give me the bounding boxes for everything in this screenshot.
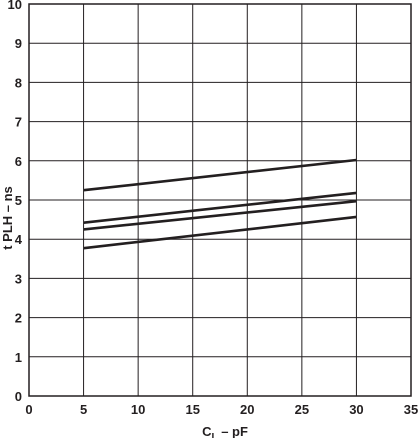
y-tick-label: 1 — [15, 350, 22, 365]
x-axis-label-rest: – pF — [218, 424, 248, 438]
x-tick-label: 5 — [80, 402, 87, 417]
x-tick-label: 25 — [295, 402, 309, 417]
series-line-4 — [83, 215, 357, 250]
x-tick-label: 10 — [131, 402, 145, 417]
x-tick-label: 30 — [349, 402, 363, 417]
y-tick-label: 8 — [15, 75, 22, 90]
y-tick-label: 5 — [15, 193, 22, 208]
y-tick-label: 9 — [15, 36, 22, 51]
series-line-2 — [83, 191, 357, 224]
x-axis-label-main: C — [202, 424, 212, 438]
plot-frame — [28, 3, 412, 397]
grid — [28, 3, 412, 397]
series-group — [83, 158, 357, 250]
x-tick-label: 15 — [185, 402, 199, 417]
y-tick-label: 7 — [15, 115, 22, 130]
x-tick-label: 35 — [404, 402, 418, 417]
y-axis-label: t PLH – ns — [0, 186, 15, 250]
x-axis-label-subscript: L — [211, 432, 217, 438]
x-tick-label: 0 — [25, 402, 32, 417]
series-line-3 — [83, 199, 357, 231]
x-axis-label: CL – pF — [202, 424, 248, 438]
y-tick-label: 0 — [15, 389, 22, 404]
y-tick-label: 2 — [15, 311, 22, 326]
y-tick-label: 3 — [15, 271, 22, 286]
series-line-1 — [83, 158, 357, 192]
y-tick-labels: 0 1 2 3 4 5 6 7 8 9 10 — [8, 0, 23, 404]
x-tick-label: 20 — [240, 402, 254, 417]
x-tick-labels: 0 5 10 15 20 25 30 35 — [25, 402, 418, 417]
y-tick-label: 6 — [15, 154, 22, 169]
y-tick-label: 4 — [15, 232, 23, 247]
y-tick-label: 10 — [8, 0, 22, 12]
